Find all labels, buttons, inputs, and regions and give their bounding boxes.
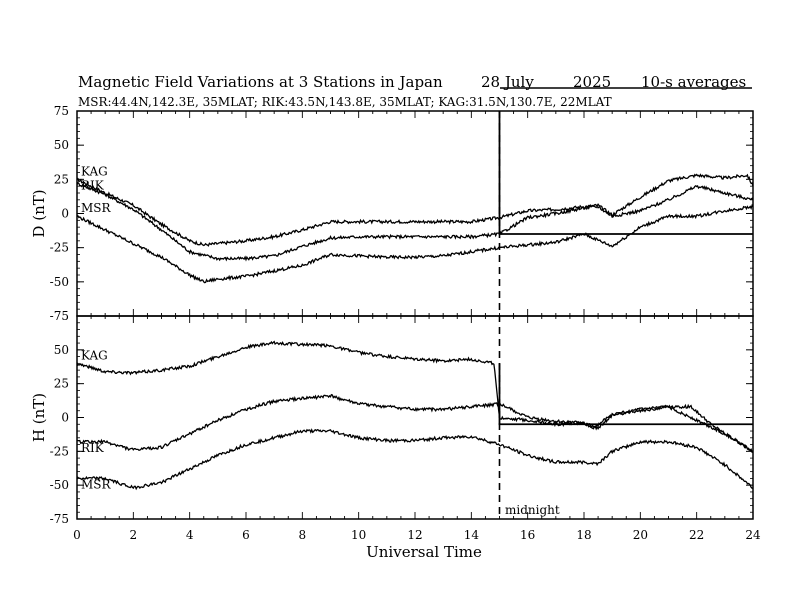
- x-tick-label: 4: [186, 528, 194, 542]
- chart-title: Magnetic Field Variations at 3 Stations …: [78, 73, 443, 91]
- stations-line: MSR:44.4N,142.3E, 35MLAT; RIK:43.5N,143.…: [78, 95, 612, 109]
- y-tick-label: -75: [50, 309, 69, 323]
- station-label-rik: RIK: [81, 178, 105, 192]
- series-line-kag-h: [76, 340, 754, 454]
- station-label-kag: KAG: [81, 348, 108, 362]
- y-tick-label: -75: [50, 512, 69, 526]
- x-tick-label: 0: [73, 528, 81, 542]
- series-line-msr-h: [76, 428, 754, 491]
- x-axis-label: Universal Time: [366, 543, 482, 561]
- midnight-step-marker-d: [498, 111, 753, 235]
- series-line-rik-d: [76, 181, 754, 262]
- x-tick-label: 6: [242, 528, 250, 542]
- midnight-step-marker-h: [498, 363, 753, 426]
- x-tick-label: 24: [745, 528, 761, 542]
- series-line-kag-d: [76, 173, 754, 247]
- x-tick-label: 12: [407, 528, 422, 542]
- y-axis-label-h: H (nT): [30, 393, 48, 442]
- station-label-msr: MSR: [81, 201, 112, 215]
- y-tick-label: 25: [54, 377, 69, 391]
- x-tick-label: 22: [689, 528, 704, 542]
- y-tick-label: 75: [54, 104, 69, 118]
- date-day: 28 July: [481, 73, 534, 91]
- y-tick-label: 25: [54, 172, 69, 186]
- station-label-msr: MSR: [81, 477, 112, 491]
- x-tick-label: 14: [464, 528, 480, 542]
- y-tick-label: 0: [61, 411, 69, 425]
- x-tick-label: 20: [633, 528, 648, 542]
- series-line-rik-h: [76, 393, 754, 453]
- y-tick-label: 50: [54, 343, 69, 357]
- station-label-kag: KAG: [81, 164, 108, 178]
- midnight-label: midnight: [505, 503, 560, 517]
- x-tick-label: 2: [130, 528, 138, 542]
- x-tick-label: 18: [576, 528, 591, 542]
- date-year: 2025: [573, 73, 611, 91]
- y-axis-label-d: D (nT): [30, 189, 48, 237]
- x-tick-label: 8: [299, 528, 307, 542]
- y-tick-label: -50: [50, 275, 69, 289]
- y-tick-label: -25: [50, 241, 69, 255]
- series-line-msr-d: [76, 203, 754, 284]
- station-label-rik: RIK: [81, 441, 105, 455]
- x-tick-label: 10: [351, 528, 366, 542]
- panel-frame-h: [76, 315, 754, 520]
- y-tick-label: 50: [54, 138, 69, 152]
- y-tick-label: -25: [50, 444, 69, 458]
- y-tick-label: 0: [61, 207, 69, 221]
- y-tick-label: -50: [50, 478, 69, 492]
- x-tick-label: 16: [520, 528, 535, 542]
- averaging-label: 10-s averages: [641, 73, 746, 91]
- panel-frame-d: [76, 110, 754, 317]
